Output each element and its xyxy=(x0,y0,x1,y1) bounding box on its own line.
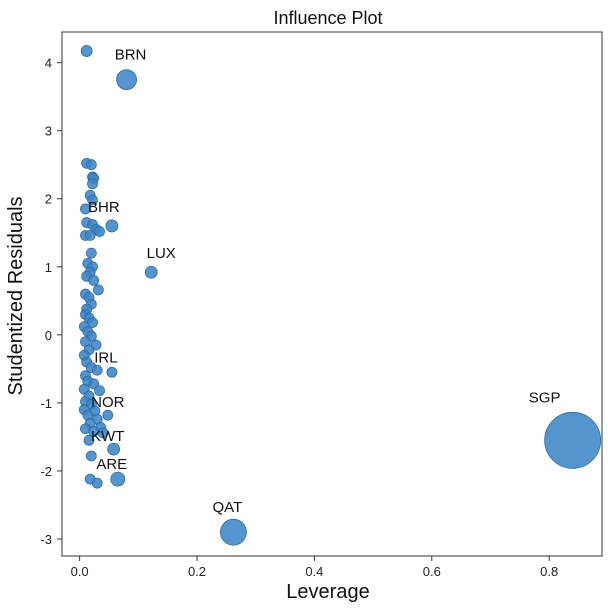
y-tick-label: 3 xyxy=(45,124,52,139)
data-point xyxy=(88,274,100,286)
data-point-qat xyxy=(219,518,247,546)
data-point xyxy=(85,247,97,259)
data-point-nor xyxy=(102,409,114,421)
data-point-kwt xyxy=(107,442,121,456)
data-point-brn xyxy=(116,69,137,91)
data-point-lux xyxy=(144,265,158,279)
x-axis-label: Leverage xyxy=(286,581,369,603)
x-tick-label: 0.2 xyxy=(188,564,206,579)
x-tick-label: 0.0 xyxy=(71,564,89,579)
y-tick-label: 4 xyxy=(45,56,52,71)
data-point xyxy=(85,159,97,171)
y-tick-label: 2 xyxy=(45,192,52,207)
annotation-lux: LUX xyxy=(147,245,176,262)
x-tick-label: 0.4 xyxy=(305,564,323,579)
annotation-irl: IRL xyxy=(94,349,117,366)
data-point xyxy=(80,203,91,215)
annotation-nor: NOR xyxy=(91,394,125,411)
annotation-brn: BRN xyxy=(115,47,147,64)
x-tick-label: 0.8 xyxy=(540,564,558,579)
data-point xyxy=(85,450,97,462)
data-point xyxy=(91,477,103,489)
x-tick-label: 0.6 xyxy=(423,564,441,579)
data-point-irl xyxy=(106,366,118,378)
plot-frame xyxy=(61,31,603,557)
annotation-bhr: BHR xyxy=(88,199,120,216)
data-point xyxy=(97,427,109,439)
points-layer xyxy=(78,45,602,546)
y-tick-label: -1 xyxy=(40,396,52,411)
data-point xyxy=(92,284,104,296)
annotation-qat: QAT xyxy=(213,499,243,516)
y-tick-label: 1 xyxy=(45,260,52,275)
axes: 0.0 0.2 0.4 0.6 0.8 -3 -2 -1 0 1 2 3 4 xyxy=(40,31,603,579)
data-point-bhr xyxy=(105,219,119,233)
data-point xyxy=(91,364,103,376)
data-point xyxy=(83,434,95,446)
data-point xyxy=(84,230,96,241)
annotations-layer: BRN BHR LUX IRL NOR KWT ARE QAT SGP xyxy=(88,47,560,517)
y-axis-label: Studentized Residuals xyxy=(5,196,27,395)
data-point-are xyxy=(110,471,126,487)
data-point xyxy=(80,45,93,57)
data-point xyxy=(87,194,98,206)
y-tick-label: -3 xyxy=(40,532,52,547)
data-point xyxy=(87,178,98,190)
annotation-are: ARE xyxy=(96,456,127,473)
chart-title: Influence Plot xyxy=(273,8,382,28)
data-point xyxy=(94,225,105,237)
annotation-sgp: SGP xyxy=(529,389,561,406)
y-tick-label: 0 xyxy=(45,328,52,343)
data-point xyxy=(94,385,105,397)
data-point-sgp xyxy=(544,411,602,469)
annotation-kwt: KWT xyxy=(91,428,124,445)
y-tick-label: -2 xyxy=(40,464,52,479)
data-point xyxy=(88,378,100,390)
